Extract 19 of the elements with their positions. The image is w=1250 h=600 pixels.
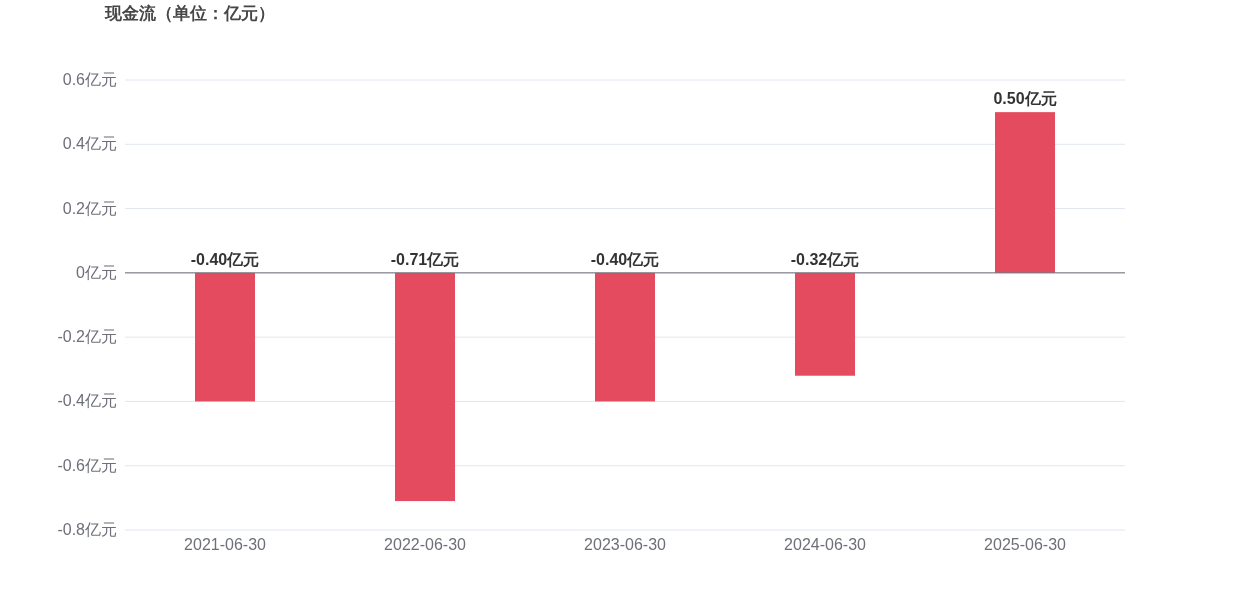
data-label: 0.50亿元 [993, 90, 1057, 108]
x-tick-label: 2025-06-30 [984, 536, 1067, 553]
y-tick-label: -0.8亿元 [57, 521, 117, 538]
data-label: -0.40亿元 [590, 250, 660, 268]
y-tick-label: 0.6亿元 [62, 71, 117, 88]
x-tick-label: 2023-06-30 [584, 536, 667, 553]
title: 现金流（单位：亿元） [105, 4, 275, 23]
y-tick-label: -0.4亿元 [57, 392, 117, 410]
y-tick-label: 0.2亿元 [62, 199, 117, 217]
y-tick-label: 0亿元 [76, 263, 117, 281]
y-tick-label: 0.4亿元 [62, 135, 117, 153]
data-label: -0.40亿元 [190, 250, 260, 268]
y-tick-label: -0.6亿元 [57, 456, 117, 474]
x-tick-label: 2022-06-30 [384, 536, 467, 553]
data-label: -0.71亿元 [390, 250, 460, 268]
x-tick-label: 2024-06-30 [784, 536, 867, 553]
y-tick-label: -0.2亿元 [57, 328, 117, 346]
data-label: -0.32亿元 [790, 250, 860, 268]
x-tick-label: 2021-06-30 [184, 536, 267, 553]
